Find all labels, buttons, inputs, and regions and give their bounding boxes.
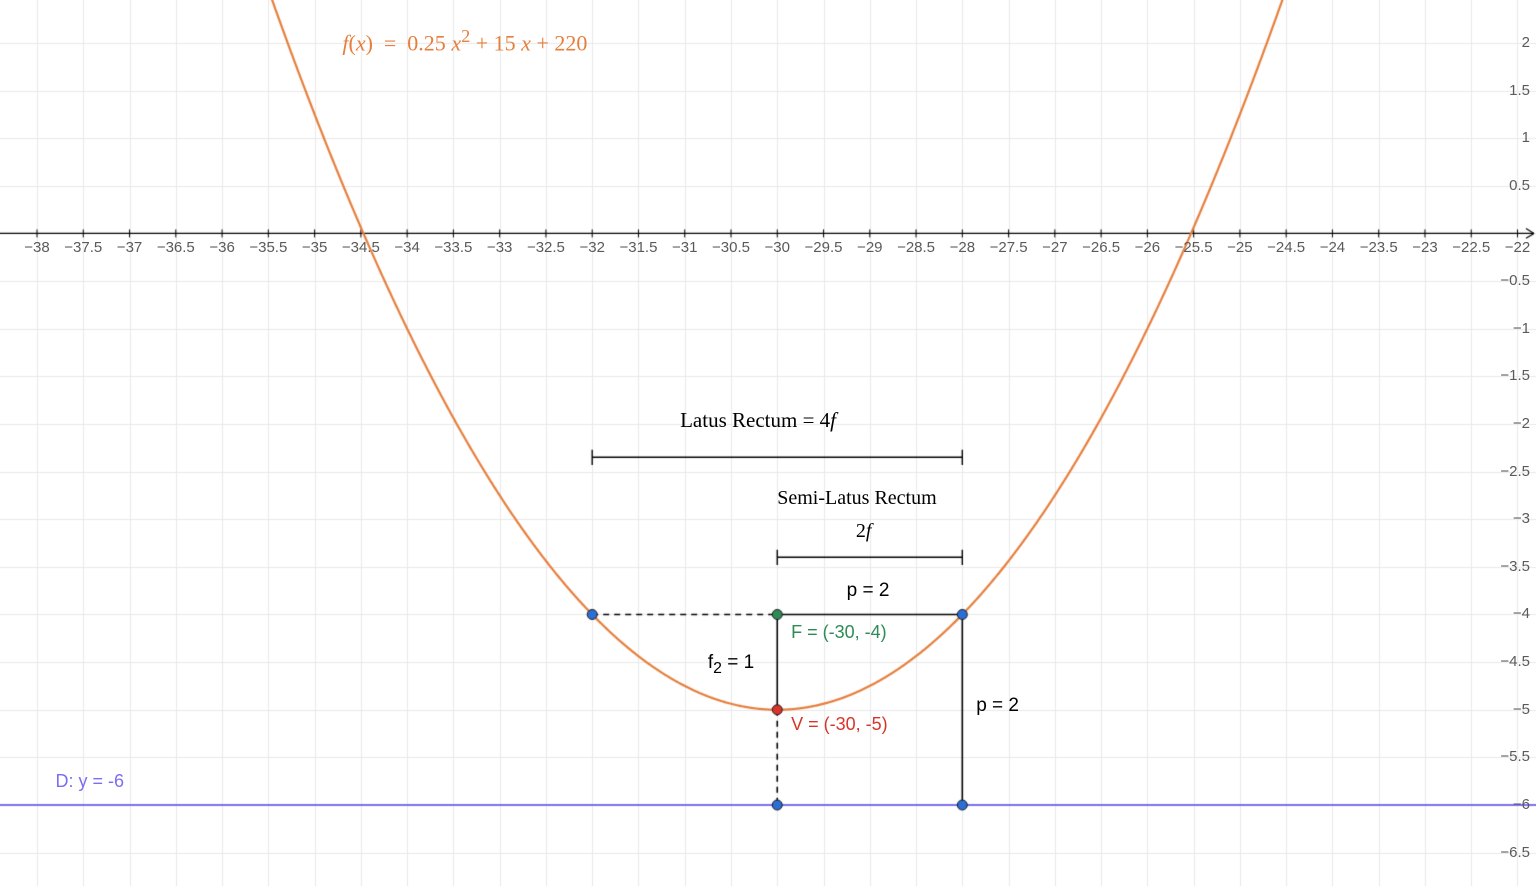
parabola-plot: [0, 0, 1536, 886]
